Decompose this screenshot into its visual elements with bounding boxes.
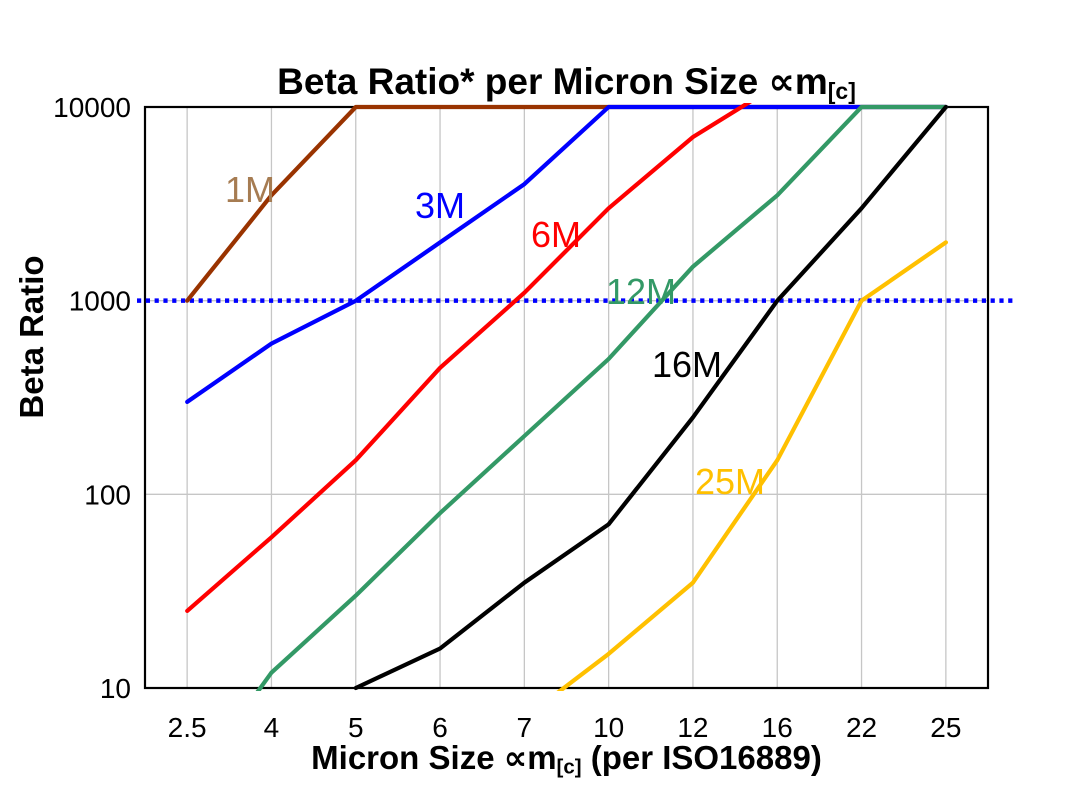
x-tick-6: 6 bbox=[432, 712, 448, 743]
x-tick-4: 4 bbox=[264, 712, 280, 743]
x-tick-22: 22 bbox=[846, 712, 877, 743]
x-tick-5: 5 bbox=[348, 712, 364, 743]
chart-title: Beta Ratio* per Micron Size ∝m[c] bbox=[145, 60, 988, 105]
series-label-1M: 1M bbox=[225, 169, 275, 210]
y-tick-100: 100 bbox=[84, 479, 131, 510]
series-line-12M bbox=[255, 104, 949, 691]
x-tick-12: 12 bbox=[677, 712, 708, 743]
series-line-3M bbox=[185, 104, 949, 404]
x-axis-title: Micron Size ∝m[c] (per ISO16889) bbox=[145, 738, 988, 780]
series-line-16M bbox=[353, 104, 949, 691]
x-tick-7: 7 bbox=[517, 712, 533, 743]
gridlines bbox=[145, 107, 988, 688]
x-axis-title-subscript: [c] bbox=[556, 755, 582, 779]
chart-title-subscript: [c] bbox=[827, 78, 856, 105]
series-label-6M: 6M bbox=[531, 214, 581, 255]
y-tick-1000: 1000 bbox=[69, 286, 131, 317]
x-tick-25: 25 bbox=[930, 712, 961, 743]
x-axis-title-text: Micron Size ∝m bbox=[311, 739, 557, 776]
y-tick-10: 10 bbox=[100, 673, 131, 704]
x-axis-title-rest: (per ISO16889) bbox=[581, 739, 822, 776]
x-tick-2.5: 2.5 bbox=[168, 712, 207, 743]
y-tick-10000: 10000 bbox=[53, 92, 131, 123]
series-label-3M: 3M bbox=[415, 185, 465, 226]
series-line-25M bbox=[556, 240, 949, 691]
y-axis-title: Beta Ratio bbox=[13, 255, 50, 419]
series-line-6M bbox=[185, 103, 753, 614]
x-tick-16: 16 bbox=[762, 712, 793, 743]
series-lines bbox=[185, 103, 949, 691]
series-label-16M: 16M bbox=[652, 344, 722, 385]
chart-title-text: Beta Ratio* per Micron Size ∝m bbox=[277, 61, 828, 102]
series-label-25M: 25M bbox=[695, 461, 765, 502]
x-tick-10: 10 bbox=[593, 712, 624, 743]
series-label-12M: 12M bbox=[606, 271, 676, 312]
